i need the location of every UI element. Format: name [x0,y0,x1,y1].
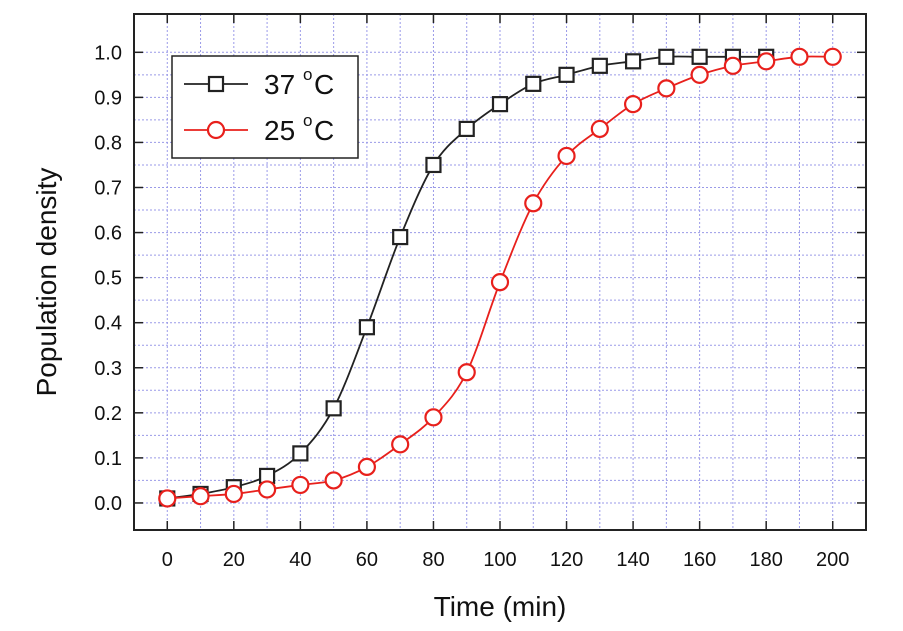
legend: 37 o C25 o C [171,55,359,159]
tick-labels: 0 20 40 60 80 100 120 140 160 180 200 0.0 0.1 0.2 0.3 0… [94,42,849,571]
data-point-25 [357,457,377,477]
data-point-25 [191,487,210,506]
data-point-37 [658,48,675,65]
x-tick-label: 20 [223,549,245,571]
data-point-25 [657,79,676,98]
data-point-37 [558,66,575,83]
plot-frame [133,13,867,531]
y-tick-label: 0.7 [94,178,122,200]
data-point-25 [823,47,842,66]
y-tick-label: 1.0 [94,42,122,64]
data-point-25 [590,119,609,139]
data-point-25 [557,146,576,166]
series-layer [158,47,842,508]
data-point-37 [392,228,409,246]
x-tick-label: 100 [483,549,516,571]
data-point-25 [790,47,809,66]
legend-label: 25 [264,115,295,146]
y-tick-label: 0.2 [94,403,122,425]
data-point-37 [591,57,608,74]
x-axis-title: Time (min) [434,591,567,622]
data-point-37 [325,400,342,417]
y-tick-label: 0.4 [94,313,122,335]
x-tick-label: 180 [749,549,782,571]
legend-label: 37 [264,69,295,100]
data-point-25 [324,471,343,490]
data-point-25 [723,56,743,75]
x-tick-label: 60 [356,549,378,571]
data-point-25 [224,484,243,504]
data-point-25 [623,95,643,114]
y-axis-title: Population density [31,168,62,397]
data-point-37 [358,319,376,336]
data-point-37 [458,120,475,138]
y-tick-label: 0.5 [94,268,122,290]
y-tick-label: 0.1 [94,448,122,470]
data-point-25 [257,480,277,499]
y-tick-label: 0.3 [94,358,122,380]
legend-entries: 37 o C25 o C [184,65,334,146]
data-point-25 [291,475,310,495]
legend-marker [207,75,225,93]
data-point-25 [757,52,776,71]
legend-entry-37: 37 o C [184,65,334,100]
y-tick-label: 0.6 [94,223,122,245]
legend-degree: o [303,111,312,130]
x-tick-label: 200 [816,549,849,571]
series-25 [158,47,842,508]
data-point-25 [690,65,709,84]
data-point-25 [424,408,443,427]
data-point-37 [624,53,642,70]
data-point-37 [691,48,708,65]
x-tick-label: 160 [683,549,716,571]
legend-box [171,55,359,159]
y-tick-label: 0.8 [94,132,122,154]
data-point-25 [158,489,177,508]
data-point-37 [292,445,309,462]
data-point-25 [457,363,476,382]
legend-unit: C [314,69,334,100]
legend-entry-25: 25 o C [184,111,334,146]
x-tick-label: 120 [550,549,583,571]
data-point-37 [425,156,442,174]
data-point-37 [525,75,542,92]
x-tick-label: 80 [422,549,444,571]
data-point-25 [524,194,543,213]
y-tick-label: 0.9 [94,87,122,109]
data-point-37 [491,96,509,113]
legend-unit: C [314,115,334,146]
y-tick-label: 0.0 [94,493,122,515]
data-point-25 [391,435,410,454]
x-tick-label: 40 [289,549,311,571]
axis-ticks [134,14,866,530]
x-tick-label: 140 [616,549,649,571]
legend-degree: o [303,65,312,84]
x-tick-label: 0 [162,549,173,571]
legend-marker [206,120,226,140]
data-point-25 [490,273,510,292]
